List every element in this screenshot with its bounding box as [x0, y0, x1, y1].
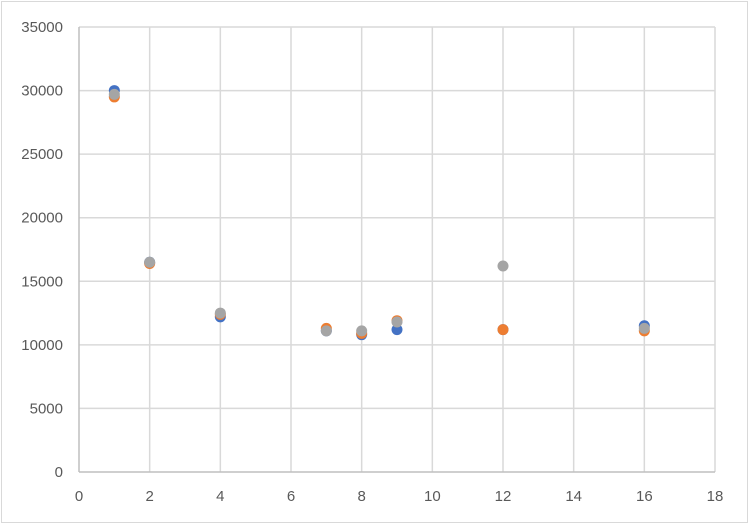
series-3-point	[391, 316, 403, 328]
y-tick-label: 35000	[21, 19, 63, 36]
series-3-point	[638, 322, 650, 334]
x-tick-label: 4	[216, 488, 224, 505]
series-3-point	[320, 325, 332, 337]
x-tick-label: 6	[287, 488, 295, 505]
series-3-point	[108, 88, 120, 100]
x-tick-label: 12	[495, 488, 512, 505]
series-2-point	[497, 324, 509, 336]
gridlines	[79, 26, 716, 472]
series-3-point	[497, 260, 509, 272]
y-tick-label: 20000	[21, 210, 63, 227]
y-tick-label: 10000	[21, 337, 63, 354]
x-tick-label: 2	[145, 488, 153, 505]
series-1-point	[391, 324, 403, 336]
y-tick-label: 25000	[21, 146, 63, 163]
y-tick-labels: 0 5000 10000 15000 20000 25000 30000 35000	[21, 19, 63, 481]
x-tick-label: 0	[75, 488, 83, 505]
y-tick-label: 0	[55, 464, 63, 481]
y-tick-label: 30000	[21, 83, 63, 100]
axes	[78, 27, 715, 473]
x-tick-label: 8	[357, 488, 365, 505]
data-points	[108, 85, 650, 341]
series-3-point	[214, 307, 226, 319]
x-tick-label: 18	[707, 488, 724, 505]
x-tick-label: 10	[424, 488, 441, 505]
x-tick-label: 16	[636, 488, 653, 505]
x-tick-label: 14	[565, 488, 582, 505]
y-tick-label: 15000	[21, 273, 63, 290]
y-tick-label: 5000	[30, 400, 63, 417]
series-3-point	[144, 256, 156, 268]
x-tick-labels: 0 2 4 6 8 10 12 14 16 18	[75, 488, 724, 505]
series-3-point	[356, 325, 368, 337]
